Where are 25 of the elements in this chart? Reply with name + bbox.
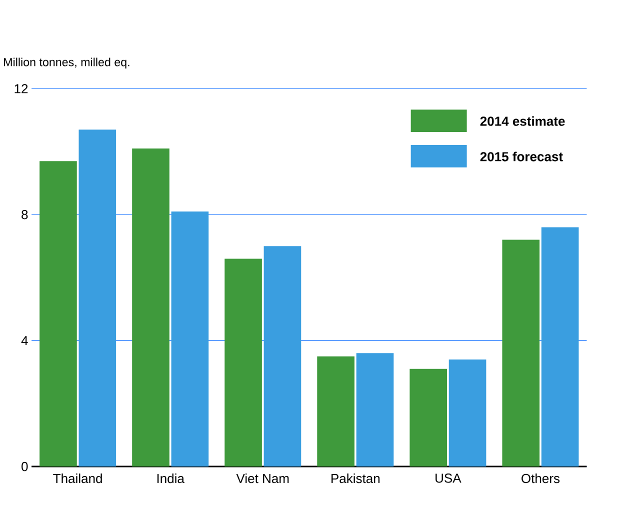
bar (224, 258, 262, 466)
y-axis-title: Million tonnes, milled eq. (4, 57, 130, 68)
bar (132, 148, 170, 466)
bar (502, 240, 540, 466)
legend-label: 2015 forecast (480, 152, 563, 162)
bar (78, 129, 116, 466)
x-tick-label: Viet Nam (236, 473, 289, 483)
y-tick-label: 4 (21, 336, 28, 345)
bar (541, 226, 579, 466)
bar (410, 368, 448, 466)
x-tick-label: Thailand (53, 473, 102, 483)
bar (264, 246, 302, 466)
bar (448, 359, 486, 466)
legend-label: 2014 estimate (480, 116, 565, 126)
x-tick-label: India (157, 473, 184, 483)
bar (356, 352, 394, 466)
y-tick-label: 8 (22, 210, 28, 219)
y-tick-label: 0 (22, 462, 28, 471)
bar (317, 356, 354, 466)
y-tick-label: 12 (14, 84, 28, 93)
bar (40, 160, 77, 466)
x-tick-label: USA (436, 473, 462, 483)
x-tick-label: Pakistan (332, 473, 380, 483)
x-tick-label: Others (522, 473, 560, 483)
bar (171, 211, 209, 466)
